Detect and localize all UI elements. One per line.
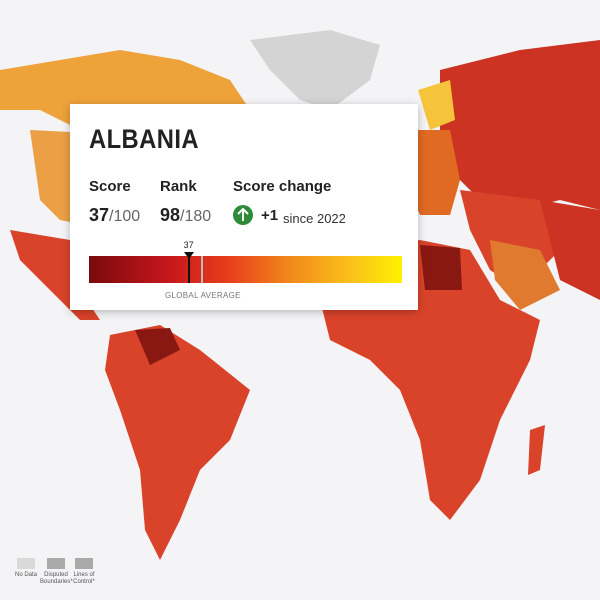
arabia — [490, 240, 560, 310]
change-label: Score change — [233, 178, 332, 195]
legend-item: Lines of Control* — [68, 558, 100, 586]
score-scale — [89, 256, 402, 283]
score: 37 — [89, 205, 110, 225]
legend-label: Lines of Control* — [73, 572, 95, 585]
score-label: Score — [89, 178, 131, 195]
marker-line — [187, 252, 190, 283]
up-arrow-icon — [233, 205, 253, 225]
greenland — [250, 30, 380, 110]
marker-triangle — [183, 252, 194, 259]
legend-label: Disputed Boundaries* — [40, 572, 73, 585]
change-since: since 2022 — [283, 211, 346, 226]
legend-swatch — [47, 558, 65, 569]
legend-item: Disputed Boundaries* — [40, 558, 73, 586]
venezuela — [135, 328, 180, 365]
legend-item: No Data — [10, 558, 42, 579]
south-america — [105, 325, 250, 560]
madagascar — [528, 425, 545, 475]
rank-value: 98/180 — [160, 205, 211, 226]
rank-max: /180 — [180, 208, 212, 225]
global-average-label: GLOBAL AVERAGE — [165, 291, 241, 300]
legend-label: No Data — [14, 572, 37, 578]
europe — [405, 130, 460, 215]
global-average-line — [201, 256, 203, 283]
country-name: ALBANIA — [89, 124, 199, 154]
arrow — [237, 207, 249, 221]
legend-swatch — [17, 558, 35, 569]
score-max: /100 — [109, 208, 141, 225]
asia — [540, 200, 600, 300]
change-value: +1 — [261, 207, 279, 224]
tooltip: ALBANIA Score Rank Score change 37/100 9… — [70, 104, 418, 310]
legend-swatch — [75, 558, 93, 569]
russia — [440, 40, 600, 210]
rank: 98 — [160, 205, 181, 225]
rank-label: Rank — [160, 178, 197, 195]
score-value: 37/100 — [89, 205, 140, 226]
africa — [320, 240, 540, 520]
libya — [420, 245, 462, 290]
scandinavia — [418, 80, 455, 130]
marker-label: 37 — [183, 240, 194, 250]
